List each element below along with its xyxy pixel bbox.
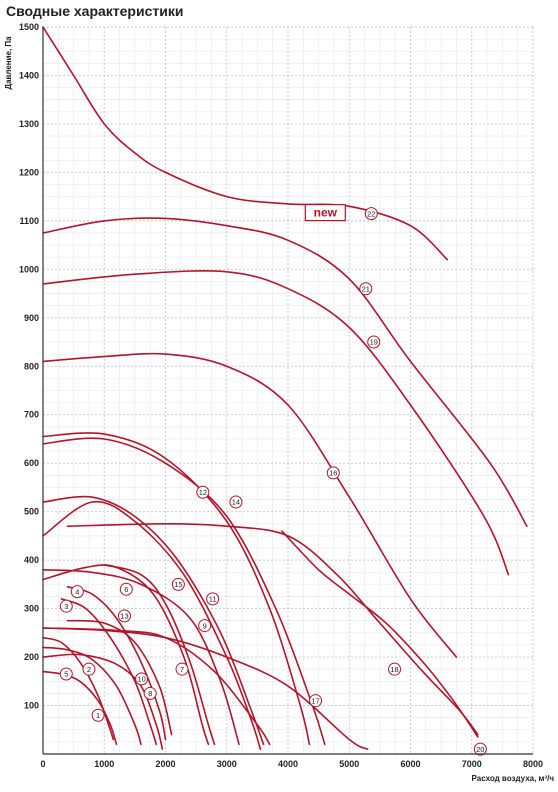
curve-label-6: 6 — [124, 585, 128, 594]
curve-label-15: 15 — [174, 580, 182, 589]
curve-label-circle-7 — [175, 662, 189, 676]
y-tick-label: 1300 — [19, 119, 39, 129]
x-tick-label: 7000 — [462, 759, 482, 769]
curve-label-circle-10 — [135, 672, 149, 686]
curve-18 — [66, 523, 479, 736]
curve-2 — [42, 646, 142, 746]
page-title: Сводные характеристики — [6, 3, 184, 19]
y-tick-label: 1400 — [19, 70, 39, 80]
y-tick-label: 200 — [24, 652, 39, 662]
curve-label-circle-9 — [198, 619, 212, 633]
curve-label-5: 5 — [64, 670, 68, 679]
curve-11 — [42, 500, 262, 750]
axis-ticks: 0 1000 2000 3000 4000 5000 6000 7000 8000 100 200 3… — [19, 22, 543, 769]
y-tick-label: 1000 — [19, 264, 39, 274]
curve-label-circle-13 — [117, 609, 131, 623]
curve-label-22: 22 — [367, 209, 375, 218]
x-tick-label: 8000 — [523, 759, 543, 769]
y-tick-label: 300 — [24, 604, 39, 614]
curve-label-circle-18 — [388, 662, 402, 676]
curve-label-12: 12 — [199, 488, 207, 497]
x-tick-label: 2000 — [155, 759, 175, 769]
y-tick-label: 600 — [24, 458, 39, 468]
x-tick-label: 3000 — [217, 759, 237, 769]
curve-label-circle-6 — [119, 582, 133, 596]
curve-label-11: 11 — [209, 595, 217, 604]
curve-15 — [42, 495, 265, 746]
y-tick-label: 800 — [24, 361, 39, 371]
curve-12 — [42, 432, 311, 746]
curve-label-10: 10 — [137, 675, 145, 684]
curve-16 — [42, 352, 458, 658]
curve-17 — [42, 627, 369, 750]
x-tick-label: 0 — [40, 759, 45, 769]
curve-label-circle-14 — [229, 495, 243, 509]
x-axis-title: Расход воздуха, м³/ч — [472, 774, 555, 783]
curve-20 — [281, 530, 479, 738]
new-badge: new — [304, 203, 346, 222]
curve-label-18: 18 — [390, 665, 398, 674]
curve-label-circle-4 — [70, 585, 84, 599]
x-tick-label: 5000 — [339, 759, 359, 769]
y-tick-label: 400 — [24, 555, 39, 565]
curve-label-circle-11 — [206, 592, 220, 606]
curve-label-circle-16 — [326, 466, 340, 480]
curve-label-17: 17 — [311, 696, 319, 705]
new-badge-text: new — [314, 206, 338, 220]
x-tick-label: 4000 — [278, 759, 298, 769]
curve-label-9: 9 — [203, 621, 207, 630]
y-tick-label: 900 — [24, 313, 39, 323]
curve-label-2: 2 — [87, 665, 91, 674]
y-tick-label: 1500 — [19, 22, 39, 32]
new-badge-frame — [304, 203, 346, 222]
x-tick-label: 1000 — [94, 759, 114, 769]
curve-19 — [42, 270, 510, 576]
x-tick-label: 6000 — [400, 759, 420, 769]
curve-label-16: 16 — [329, 469, 337, 478]
curve-label-13: 13 — [120, 612, 128, 621]
curve-22 — [42, 26, 449, 261]
curve-5 — [42, 670, 118, 746]
curve-label-circle-12 — [196, 485, 210, 499]
curve-label-circle-8 — [143, 686, 157, 700]
curve-label-circle-3 — [59, 599, 73, 613]
curve-label-4: 4 — [75, 587, 79, 596]
curve-label-1: 1 — [96, 711, 100, 720]
curve-label-circle-1 — [91, 708, 105, 722]
curve-label-8: 8 — [148, 689, 152, 698]
y-tick-label: 100 — [24, 701, 39, 711]
curve-label-circle-20 — [473, 742, 487, 756]
y-tick-label: 1100 — [19, 216, 39, 226]
y-tick-label: 500 — [24, 507, 39, 517]
fan-curves — [42, 26, 528, 750]
curve-label-circle-2 — [82, 662, 96, 676]
curve-4 — [66, 586, 167, 741]
curve-8 — [42, 653, 164, 750]
curve-label-20: 20 — [476, 745, 484, 754]
curve-label-circle-19 — [367, 335, 381, 349]
curve-label-circle-21 — [359, 282, 373, 296]
curve-label-14: 14 — [232, 498, 240, 507]
curve-label-circle-17 — [309, 694, 323, 708]
curve-label-circle-22 — [364, 207, 378, 221]
major-grid — [43, 26, 534, 754]
y-tick-label: 1200 — [19, 167, 39, 177]
curve-10 — [66, 619, 173, 736]
curve-label-19: 19 — [370, 338, 378, 347]
curve-label-circle-15 — [171, 577, 185, 591]
curve-7 — [103, 564, 216, 746]
curve-21 — [42, 217, 528, 527]
curve-label-circle-5 — [59, 667, 73, 681]
curve-9 — [42, 569, 240, 746]
curve-label-21: 21 — [362, 284, 370, 293]
curve-3 — [60, 598, 158, 746]
curve-label-7: 7 — [180, 665, 184, 674]
y-axis-title: Давление, Па — [4, 36, 13, 90]
curve-label-3: 3 — [64, 602, 68, 611]
curve-6 — [42, 564, 210, 746]
y-tick-label: 700 — [24, 410, 39, 420]
